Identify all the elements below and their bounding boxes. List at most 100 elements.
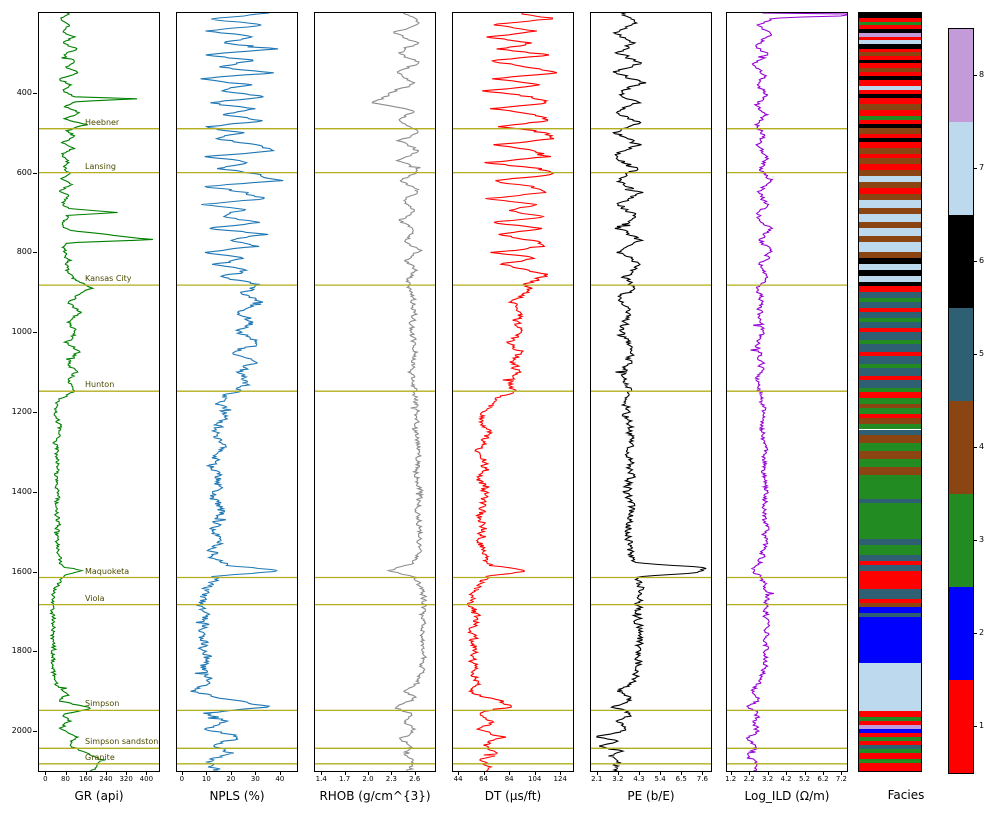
facies-interval (859, 269, 921, 276)
facies-interval (859, 429, 921, 436)
facies-interval (859, 748, 921, 753)
colorbar-tick-mark (974, 539, 977, 541)
facies-interval (859, 214, 921, 223)
x-tick-label: 0 (43, 775, 48, 783)
depth-tick-mark (33, 651, 37, 653)
x-tick-mark (767, 772, 769, 775)
depth-tick-mark (33, 172, 37, 174)
x-tick-label: 84 (504, 775, 514, 783)
facies-colorbar (948, 28, 974, 774)
depth-tick-label: 1400 (11, 486, 32, 496)
colorbar-segment-8 (949, 29, 973, 122)
log-curve-npls (190, 13, 284, 771)
facies-interval (859, 736, 921, 741)
depth-tick-label: 1600 (11, 566, 32, 576)
plot-area-log_ild (727, 13, 847, 771)
facies-interval (859, 90, 921, 95)
x-tick-mark (681, 772, 683, 775)
facies-interval (859, 72, 921, 77)
x-tick-mark (534, 772, 536, 775)
colorbar-tick-label: 8 (979, 69, 985, 79)
facies-interval (859, 391, 921, 398)
colorbar-tick-mark (974, 446, 977, 448)
facies-interval (859, 321, 921, 328)
facies-interval (859, 116, 921, 121)
facies-interval (859, 68, 921, 73)
x-axis-label-pe: PE (b/E) (627, 789, 675, 803)
facies-interval (859, 128, 921, 135)
colorbar-tick-label: 3 (979, 534, 985, 544)
colorbar-segment-5 (949, 308, 973, 401)
facies-interval (859, 545, 921, 556)
x-axis-label-rhob: RHOB (g/cm^{3}) (319, 789, 431, 803)
facies-interval (859, 176, 921, 183)
plot-area-dt (453, 13, 573, 771)
x-tick-mark (823, 772, 824, 775)
facies-interval (859, 94, 921, 99)
facies-interval (859, 732, 921, 737)
facies-interval (859, 375, 921, 380)
depth-tick-label: 1000 (11, 327, 32, 337)
facies-interval (859, 62, 921, 69)
x-tick-label: 3.2 (762, 775, 774, 783)
depth-tick-mark (33, 92, 37, 94)
log-curve-log_ild (745, 13, 847, 771)
facies-interval (859, 555, 921, 562)
colorbar-tick-mark (974, 74, 977, 76)
x-axis-label-log-ild: Log_ILD (Ω/m) (744, 789, 830, 803)
facies-interval (859, 148, 921, 155)
facies-interval (859, 154, 921, 159)
facies-interval (859, 423, 921, 430)
formation-top-label-lansing: Lansing (85, 161, 116, 171)
facies-interval (859, 200, 921, 209)
x-tick-mark (560, 772, 562, 775)
facies-interval (859, 539, 921, 546)
x-tick-label: 40 (275, 775, 285, 783)
x-tick-label: 5.2 (798, 775, 811, 783)
facies-interval (859, 25, 921, 30)
x-tick-mark (596, 772, 598, 775)
x-tick-label: 7.6 (696, 775, 708, 783)
colorbar-tick-label: 2 (979, 627, 985, 637)
depth-tick-label: 800 (16, 247, 32, 257)
colorbar-tick-mark (974, 725, 977, 727)
log-curve-gr (49, 13, 154, 771)
depth-tick-mark (33, 332, 37, 334)
facies-interval (859, 158, 921, 165)
facies-interval (859, 80, 921, 87)
x-axis-label-dt: DT (µs/ft) (484, 789, 542, 803)
facies-interval (859, 48, 921, 53)
facies-interval (859, 363, 921, 368)
depth-tick-mark (33, 731, 37, 733)
x-tick-mark (344, 772, 346, 775)
facies-interval (859, 403, 921, 408)
x-tick-mark (730, 772, 732, 775)
formation-top-label-maquoketa: Maquoketa (85, 566, 130, 576)
plot-area-npls (177, 13, 297, 771)
facies-interval (859, 164, 921, 171)
facies-interval (859, 21, 921, 26)
depth-tick-label: 400 (16, 87, 32, 97)
facies-interval (859, 407, 921, 414)
facies-interval (859, 331, 921, 340)
plot-area-pe (591, 13, 711, 771)
x-tick-label: 160 (79, 775, 93, 783)
facies-interval (859, 728, 921, 733)
facies-interval (859, 339, 921, 344)
colorbar-tick-label: 1 (979, 720, 985, 730)
facies-interval (859, 613, 921, 617)
facies-interval (859, 39, 921, 44)
x-tick-label: 20 (226, 775, 236, 783)
depth-tick-label: 2000 (11, 726, 32, 736)
facies-interval (859, 499, 921, 504)
track-pe (590, 12, 712, 772)
facies-axis-title: Facies (887, 788, 925, 802)
colorbar-segment-4 (949, 401, 973, 494)
x-tick-mark (414, 772, 416, 775)
facies-interval (859, 138, 921, 143)
facies-interval (859, 142, 921, 149)
facies-interval (859, 762, 921, 771)
x-tick-label: 1.4 (315, 775, 327, 783)
x-tick-label: 64 (479, 775, 489, 783)
facies-interval (859, 291, 921, 298)
